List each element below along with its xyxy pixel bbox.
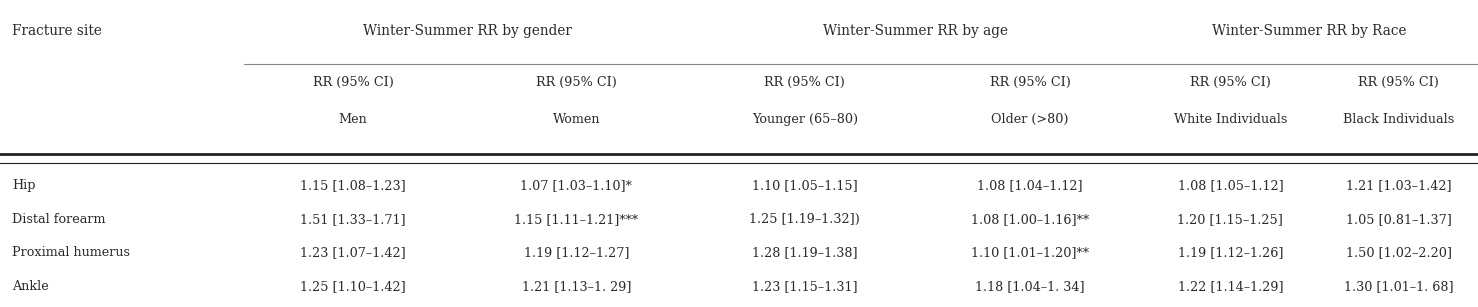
Text: 1.21 [1.13–1. 29]: 1.21 [1.13–1. 29] — [522, 280, 631, 293]
Text: 1.07 [1.03–1.10]*: 1.07 [1.03–1.10]* — [520, 179, 633, 192]
Text: Ankle: Ankle — [12, 280, 49, 293]
Text: RR (95% CI): RR (95% CI) — [1358, 76, 1440, 89]
Text: 1.23 [1.07–1.42]: 1.23 [1.07–1.42] — [300, 247, 406, 259]
Text: Men: Men — [338, 113, 368, 126]
Text: 1.23 [1.15–1.31]: 1.23 [1.15–1.31] — [752, 280, 857, 293]
Text: Proximal humerus: Proximal humerus — [12, 247, 130, 259]
Text: RR (95% CI): RR (95% CI) — [990, 76, 1070, 89]
Text: Older (>80): Older (>80) — [992, 113, 1069, 126]
Text: 1.08 [1.04–1.12]: 1.08 [1.04–1.12] — [977, 179, 1083, 192]
Text: RR (95% CI): RR (95% CI) — [1190, 76, 1271, 89]
Text: Distal forearm: Distal forearm — [12, 213, 105, 226]
Text: 1.10 [1.01–1.20]**: 1.10 [1.01–1.20]** — [971, 247, 1089, 259]
Text: Hip: Hip — [12, 179, 35, 192]
Text: Winter-Summer RR by Race: Winter-Summer RR by Race — [1212, 24, 1407, 38]
Text: 1.25 [1.10–1.42]: 1.25 [1.10–1.42] — [300, 280, 406, 293]
Text: 1.15 [1.11–1.21]***: 1.15 [1.11–1.21]*** — [514, 213, 638, 226]
Text: 1.51 [1.33–1.71]: 1.51 [1.33–1.71] — [300, 213, 406, 226]
Text: 1.08 [1.05–1.12]: 1.08 [1.05–1.12] — [1178, 179, 1283, 192]
Text: 1.50 [1.02–2.20]: 1.50 [1.02–2.20] — [1346, 247, 1451, 259]
Text: 1.10 [1.05–1.15]: 1.10 [1.05–1.15] — [752, 179, 857, 192]
Text: 1.05 [0.81–1.37]: 1.05 [0.81–1.37] — [1346, 213, 1451, 226]
Text: 1.19 [1.12–1.26]: 1.19 [1.12–1.26] — [1178, 247, 1283, 259]
Text: 1.28 [1.19–1.38]: 1.28 [1.19–1.38] — [752, 247, 857, 259]
Text: Younger (65–80): Younger (65–80) — [752, 113, 857, 126]
Text: 1.30 [1.01–1. 68]: 1.30 [1.01–1. 68] — [1344, 280, 1454, 293]
Text: 1.19 [1.12–1.27]: 1.19 [1.12–1.27] — [523, 247, 630, 259]
Text: Winter-Summer RR by gender: Winter-Summer RR by gender — [362, 24, 572, 38]
Text: White Individuals: White Individuals — [1174, 113, 1287, 126]
Text: 1.21 [1.03–1.42]: 1.21 [1.03–1.42] — [1346, 179, 1451, 192]
Text: RR (95% CI): RR (95% CI) — [537, 76, 616, 89]
Text: Winter-Summer RR by age: Winter-Summer RR by age — [823, 24, 1008, 38]
Text: 1.15 [1.08–1.23]: 1.15 [1.08–1.23] — [300, 179, 406, 192]
Text: RR (95% CI): RR (95% CI) — [313, 76, 393, 89]
Text: Women: Women — [553, 113, 600, 126]
Text: 1.25 [1.19–1.32]): 1.25 [1.19–1.32]) — [749, 213, 860, 226]
Text: 1.18 [1.04–1. 34]: 1.18 [1.04–1. 34] — [975, 280, 1085, 293]
Text: 1.22 [1.14–1.29]: 1.22 [1.14–1.29] — [1178, 280, 1283, 293]
Text: Fracture site: Fracture site — [12, 24, 102, 38]
Text: Black Individuals: Black Individuals — [1344, 113, 1454, 126]
Text: 1.20 [1.15–1.25]: 1.20 [1.15–1.25] — [1178, 213, 1283, 226]
Text: RR (95% CI): RR (95% CI) — [764, 76, 845, 89]
Text: 1.08 [1.00–1.16]**: 1.08 [1.00–1.16]** — [971, 213, 1089, 226]
